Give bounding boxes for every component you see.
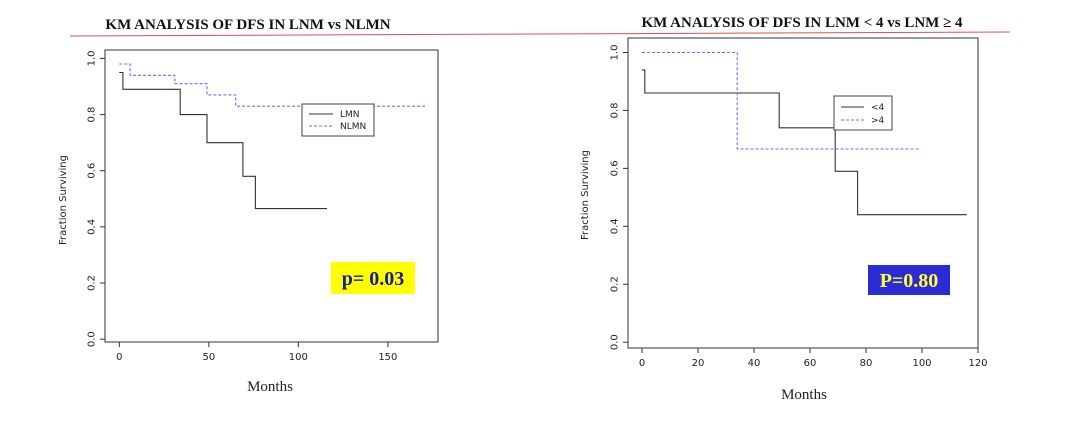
- p-value-text: p= 0.03: [342, 268, 405, 290]
- y-tick-label: 0.2: [610, 276, 621, 292]
- x-tick-label: 100: [289, 352, 308, 363]
- title-underline: [69, 31, 1011, 37]
- series-group: [119, 63, 428, 210]
- legend-label-lmn: LMN: [340, 110, 360, 120]
- y-axis-label: Fraction Surviving: [580, 150, 591, 240]
- x-tick-label: 40: [748, 358, 761, 369]
- chart-title: KM ANALYSIS OF DFS IN LNM vs NLMN: [105, 17, 390, 33]
- survival-curve-nlmn: [119, 63, 428, 107]
- y-tick-label: 0.6: [87, 163, 98, 179]
- x-tick-label: 120: [968, 358, 987, 369]
- axis-ticks: 0 20 40 60 80 100 120 0.0 0.2 0.4 0.6 0.8 1.0: [610, 45, 988, 369]
- p-value-background: [331, 262, 415, 294]
- p-value-badge: P=0.80: [868, 265, 950, 295]
- axis-ticks: 0 50 100 150 0.0 0.2 0.4 0.6 0.8 1.0: [87, 50, 398, 363]
- y-tick-label: 0.6: [610, 160, 621, 176]
- y-axis-label: Fraction Surviving: [58, 155, 69, 245]
- survival-curve-lmn: [119, 71, 327, 210]
- x-tick-label: 0: [639, 358, 645, 369]
- x-tick-label: 100: [912, 358, 931, 369]
- x-tick-label: 80: [860, 358, 873, 369]
- y-tick-label: 0.8: [610, 102, 621, 118]
- p-value-background: [868, 265, 950, 295]
- y-tick-label: 0.4: [610, 218, 621, 234]
- y-tick-label: 0.0: [87, 331, 98, 347]
- p-value-text: P=0.80: [880, 270, 939, 292]
- x-tick-label: 150: [378, 352, 397, 363]
- legend: <4 >4: [833, 95, 893, 131]
- y-tick-label: 1.0: [87, 50, 98, 66]
- x-tick-label: 50: [202, 352, 215, 363]
- x-axis-label: Months: [247, 379, 293, 395]
- survival-curve-4: [642, 51, 920, 150]
- series-group: [642, 51, 967, 216]
- survival-curve-4: [642, 69, 967, 216]
- x-tick-label: 60: [804, 358, 817, 369]
- km-chart-lnm-vs-nlmn: KM ANALYSIS OF DFS IN LNM vs NLMN 0 50 100…: [58, 17, 439, 395]
- chart-title: KM ANALYSIS OF DFS IN LNM < 4 vs LNM ≥ 4: [641, 15, 963, 31]
- legend-box: [833, 95, 893, 131]
- legend-label-lt4: <4: [871, 103, 885, 113]
- plot-frame: [627, 37, 979, 349]
- legend-label-nlmn: NLMN: [340, 122, 366, 132]
- legend-label-gt4: >4: [871, 116, 885, 126]
- x-tick-label: 20: [692, 358, 705, 369]
- x-tick-label: 0: [116, 352, 122, 363]
- legend: LMN NLMN: [301, 103, 375, 137]
- legend-box: [301, 103, 375, 137]
- y-tick-label: 0.2: [87, 275, 98, 291]
- y-tick-label: 0.0: [610, 334, 621, 350]
- y-tick-label: 1.0: [610, 45, 621, 61]
- y-tick-label: 0.4: [87, 219, 98, 235]
- p-value-badge: p= 0.03: [331, 262, 415, 294]
- plot-frame: [104, 49, 439, 343]
- x-axis-label: Months: [781, 387, 827, 403]
- km-chart-lnm-lt4-vs-ge4: KM ANALYSIS OF DFS IN LNM < 4 vs LNM ≥ 4…: [580, 15, 988, 403]
- y-tick-label: 0.8: [87, 107, 98, 123]
